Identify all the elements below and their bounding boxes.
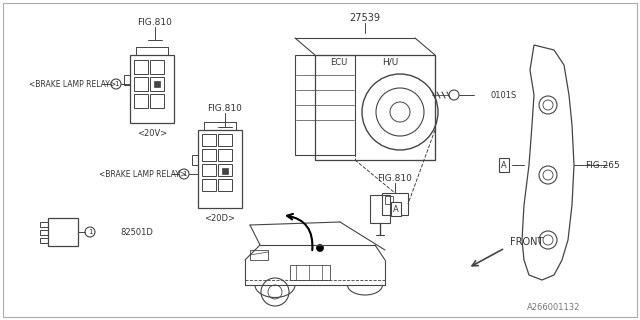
Bar <box>198 130 242 208</box>
Text: A266001132: A266001132 <box>527 303 580 313</box>
Bar <box>315 55 435 160</box>
Bar <box>40 230 48 235</box>
Bar <box>40 238 48 243</box>
Text: ECU: ECU <box>330 58 348 67</box>
Text: 82501D: 82501D <box>120 228 153 236</box>
Text: FIG.810: FIG.810 <box>138 18 172 27</box>
Bar <box>130 55 174 123</box>
Bar <box>154 81 160 87</box>
Bar <box>385 196 393 204</box>
Text: A: A <box>393 204 399 213</box>
Bar <box>134 94 148 108</box>
Bar <box>40 222 48 227</box>
Bar <box>192 155 198 165</box>
Bar <box>370 195 390 223</box>
Text: FIG.265: FIG.265 <box>585 161 620 170</box>
Bar <box>150 77 164 91</box>
Text: <BRAKE LAMP RELAY>: <BRAKE LAMP RELAY> <box>29 79 116 89</box>
Bar <box>134 77 148 91</box>
Circle shape <box>317 244 323 252</box>
Bar <box>290 265 330 280</box>
Bar <box>295 55 355 155</box>
Bar <box>134 60 148 74</box>
Text: 1: 1 <box>88 229 92 235</box>
Bar <box>150 94 164 108</box>
Bar <box>222 168 228 174</box>
Bar <box>124 75 130 85</box>
Bar <box>218 134 232 146</box>
Bar <box>202 149 216 161</box>
Text: <BRAKE LAMP RELAY>: <BRAKE LAMP RELAY> <box>99 170 187 179</box>
Text: H/U: H/U <box>382 58 398 67</box>
Bar <box>250 250 268 260</box>
Bar <box>202 134 216 146</box>
Bar <box>218 179 232 191</box>
Text: <20V>: <20V> <box>137 129 167 138</box>
Text: FRONT: FRONT <box>510 237 543 247</box>
Text: 27539: 27539 <box>349 13 381 23</box>
Bar <box>150 60 164 74</box>
Text: FIG.810: FIG.810 <box>378 173 412 182</box>
Text: 1: 1 <box>182 171 186 177</box>
Text: <20D>: <20D> <box>205 213 236 222</box>
Bar <box>382 193 408 215</box>
Text: A: A <box>501 161 507 170</box>
Bar <box>218 149 232 161</box>
Bar <box>202 164 216 176</box>
Bar <box>202 179 216 191</box>
Bar <box>218 164 232 176</box>
Bar <box>48 218 78 246</box>
Text: 1: 1 <box>114 81 118 87</box>
Text: FIG.810: FIG.810 <box>207 103 243 113</box>
Text: 0101S: 0101S <box>490 91 516 100</box>
